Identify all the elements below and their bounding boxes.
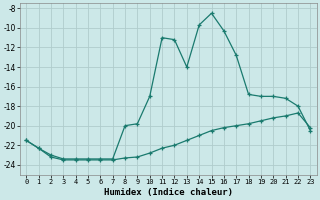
X-axis label: Humidex (Indice chaleur): Humidex (Indice chaleur) [104,188,233,197]
